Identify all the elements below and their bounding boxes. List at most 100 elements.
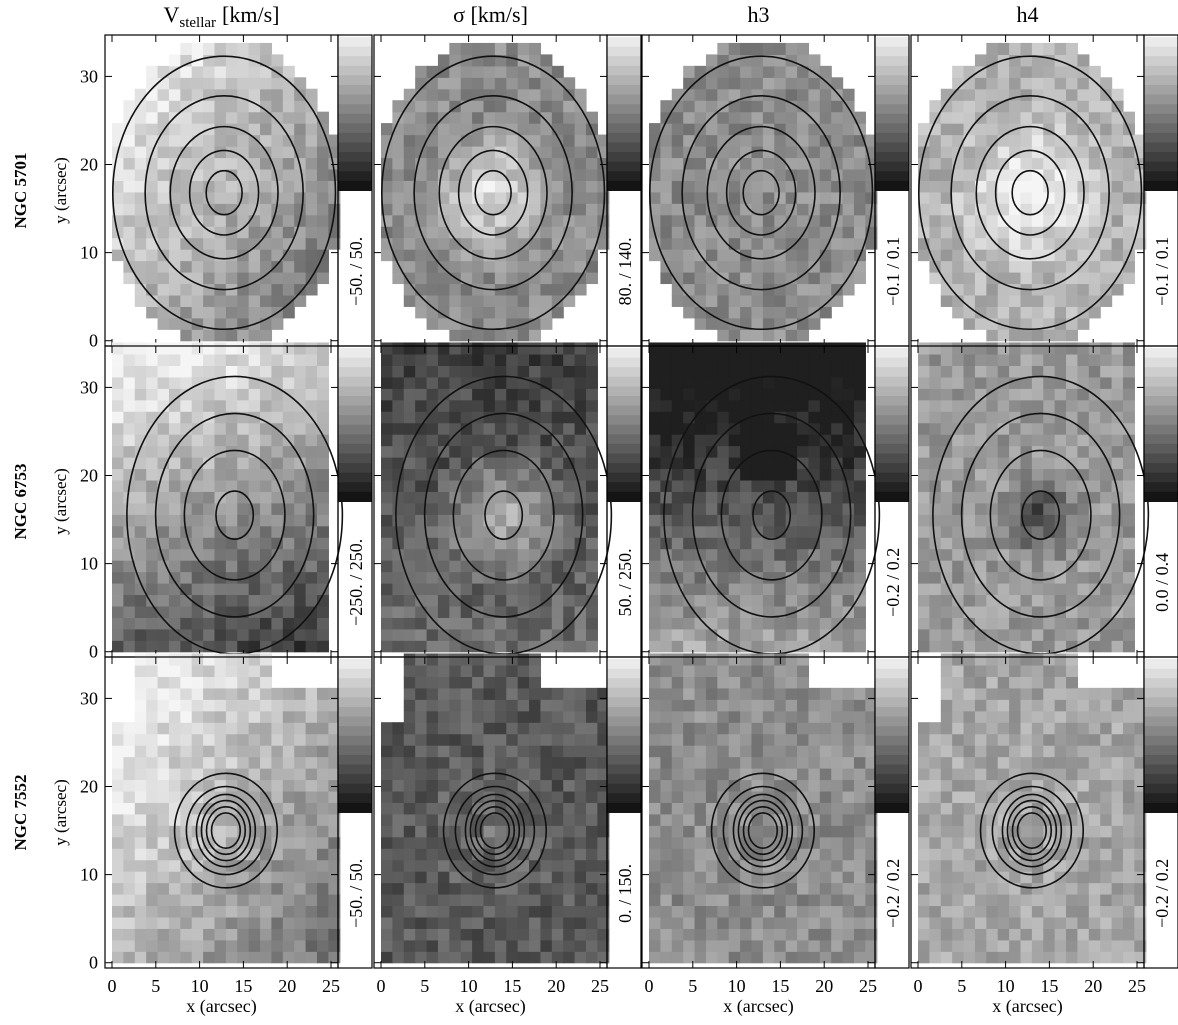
map-pixel xyxy=(529,400,541,412)
map-pixel xyxy=(214,676,226,688)
map-pixel xyxy=(123,514,135,526)
map-pixel xyxy=(998,192,1010,204)
map-pixel xyxy=(518,503,530,515)
map-pixel xyxy=(672,261,684,273)
map-pixel xyxy=(483,905,495,917)
colorbar-step xyxy=(607,162,641,172)
map-pixel xyxy=(575,457,587,469)
map-pixel xyxy=(740,365,752,377)
colorbar-step xyxy=(1144,95,1178,105)
y-tick-label: 0 xyxy=(89,642,98,662)
map-pixel xyxy=(964,388,976,400)
map-pixel xyxy=(169,388,181,400)
map-pixel xyxy=(461,480,473,492)
map-pixel xyxy=(180,329,192,341)
map-pixel xyxy=(404,157,416,169)
map-pixel xyxy=(552,261,564,273)
map-pixel xyxy=(392,837,404,849)
map-pixel xyxy=(203,503,215,515)
map-pixel xyxy=(586,388,598,400)
map-pixel xyxy=(404,537,416,549)
map-pixel xyxy=(294,411,306,423)
map-pixel xyxy=(317,537,329,549)
map-pixel xyxy=(706,549,718,561)
map-pixel xyxy=(146,354,158,366)
colorbar-step xyxy=(338,678,372,688)
map-pixel xyxy=(404,238,416,250)
map-pixel xyxy=(392,365,404,377)
map-pixel xyxy=(586,272,598,284)
colorbar-step xyxy=(607,463,641,473)
map-pixel xyxy=(226,503,238,515)
map-pixel xyxy=(964,606,976,618)
map-pixel xyxy=(1100,342,1112,354)
map-pixel xyxy=(449,653,461,665)
map-pixel xyxy=(438,123,450,135)
map-pixel xyxy=(706,388,718,400)
map-pixel xyxy=(461,745,473,757)
map-pixel xyxy=(135,249,147,261)
map-pixel xyxy=(729,342,741,354)
map-pixel xyxy=(294,423,306,435)
map-pixel xyxy=(495,468,507,480)
map-pixel xyxy=(1112,354,1124,366)
map-pixel xyxy=(797,503,809,515)
map-pixel xyxy=(952,66,964,78)
map-pixel xyxy=(158,653,170,665)
map-pixel xyxy=(306,354,318,366)
map-pixel xyxy=(786,503,798,515)
map-pixel xyxy=(135,917,147,929)
map-pixel xyxy=(249,503,261,515)
map-pixel xyxy=(518,77,530,89)
map-pixel xyxy=(986,89,998,101)
map-pixel xyxy=(180,283,192,295)
map-pixel xyxy=(415,100,427,112)
map-pixel xyxy=(169,135,181,147)
map-pixel xyxy=(180,617,192,629)
map-pixel xyxy=(495,617,507,629)
map-pixel xyxy=(283,203,295,215)
map-pixel xyxy=(740,192,752,204)
map-pixel xyxy=(461,951,473,963)
map-pixel xyxy=(786,354,798,366)
colorbar-step xyxy=(338,181,372,191)
map-pixel xyxy=(808,583,820,595)
map-pixel xyxy=(831,135,843,147)
map-pixel xyxy=(518,66,530,78)
map-pixel xyxy=(740,157,752,169)
map-pixel xyxy=(226,711,238,723)
map-pixel xyxy=(1020,617,1032,629)
map-pixel xyxy=(415,192,427,204)
map-pixel xyxy=(1055,537,1067,549)
map-pixel xyxy=(729,446,741,458)
map-pixel xyxy=(271,734,283,746)
map-pixel xyxy=(203,699,215,711)
map-pixel xyxy=(123,354,135,366)
map-pixel xyxy=(472,848,484,860)
map-pixel xyxy=(472,549,484,561)
map-pixel xyxy=(392,157,404,169)
map-pixel xyxy=(563,583,575,595)
colorbar-step xyxy=(1144,152,1178,162)
map-pixel xyxy=(695,180,707,192)
map-pixel xyxy=(975,123,987,135)
map-pixel xyxy=(306,157,318,169)
map-pixel xyxy=(998,365,1010,377)
map-pixel xyxy=(1089,100,1101,112)
map-pixel xyxy=(854,560,866,572)
map-pixel xyxy=(306,883,318,895)
map-pixel xyxy=(1066,572,1078,584)
map-pixel xyxy=(575,446,587,458)
map-pixel xyxy=(306,802,318,814)
colorbar-step xyxy=(338,143,372,153)
map-pixel xyxy=(306,951,318,963)
map-pixel xyxy=(226,480,238,492)
map-pixel xyxy=(249,940,261,952)
map-pixel xyxy=(786,77,798,89)
map-pixel xyxy=(438,342,450,354)
map-pixel xyxy=(695,411,707,423)
map-pixel xyxy=(575,112,587,124)
map-pixel xyxy=(998,43,1010,55)
map-pixel xyxy=(237,594,249,606)
map-pixel xyxy=(392,917,404,929)
